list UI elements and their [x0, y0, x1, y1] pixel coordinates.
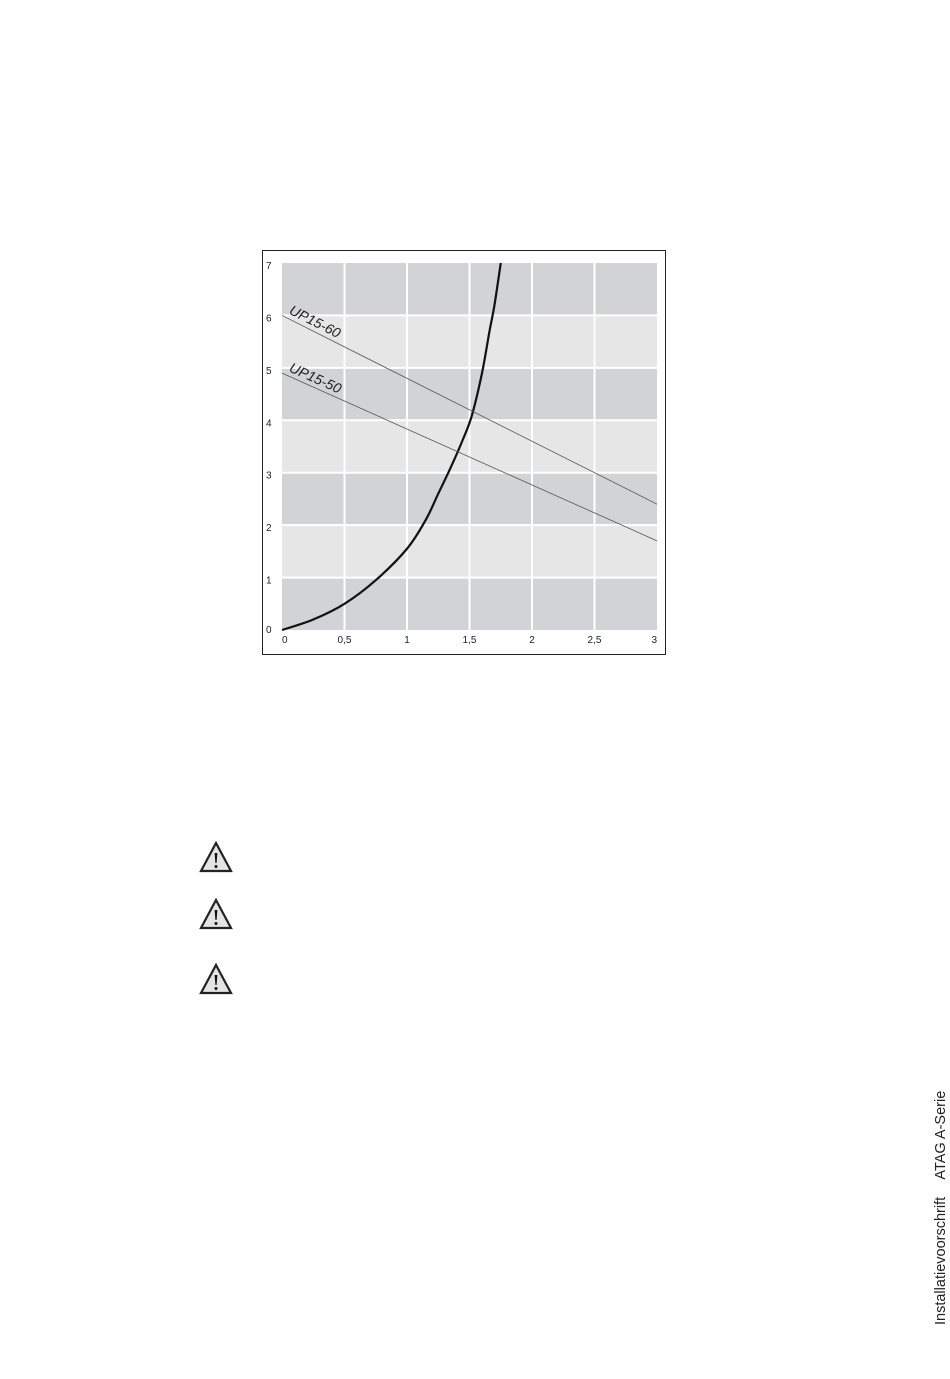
series-line: [281, 372, 658, 542]
y-tick-label: 7: [266, 261, 272, 272]
x-tick-label: 0: [282, 635, 288, 646]
x-tick-label: 0,5: [338, 635, 352, 646]
doc-type: Installatievoorschrift: [933, 1196, 949, 1325]
x-tick-label: 3: [651, 635, 657, 646]
x-tick-label: 1: [404, 635, 410, 646]
x-tick-label: 2: [529, 635, 535, 646]
series-line: [281, 315, 658, 505]
y-tick-label: 2: [266, 523, 272, 534]
warning-triangle-icon: [199, 962, 233, 995]
product-name: ATAG A-Serie: [933, 1090, 949, 1180]
warning-triangle-icon: [199, 897, 233, 930]
y-tick-label: 3: [266, 471, 272, 482]
x-tick-label: 1,5: [463, 635, 477, 646]
y-tick-label: 4: [266, 418, 272, 429]
y-tick-label: 0: [266, 625, 272, 636]
x-tick-label: 2,5: [588, 635, 602, 646]
y-tick-label: 6: [266, 313, 272, 324]
y-tick-label: 5: [266, 366, 272, 377]
series-line: [281, 262, 502, 632]
y-tick-label: 1: [266, 576, 272, 587]
warning-triangle-icon: [199, 840, 233, 873]
footer-side-text: Installatievoorschrift ATAG A-Serie: [933, 1077, 949, 1325]
